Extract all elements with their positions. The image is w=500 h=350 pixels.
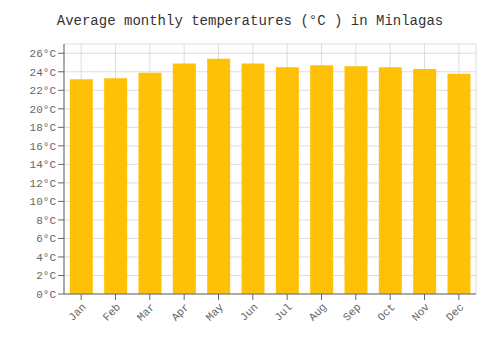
svg-text:0°C: 0°C (36, 289, 56, 301)
svg-text:2°C: 2°C (36, 270, 56, 282)
svg-text:24°C: 24°C (30, 67, 57, 79)
svg-text:12°C: 12°C (30, 178, 57, 190)
svg-text:Dec: Dec (444, 301, 466, 323)
svg-text:10°C: 10°C (30, 196, 57, 208)
svg-text:8°C: 8°C (36, 215, 56, 227)
svg-text:20°C: 20°C (30, 104, 57, 116)
svg-text:6°C: 6°C (36, 233, 56, 245)
svg-text:Jan: Jan (66, 301, 88, 323)
svg-text:Oct: Oct (375, 301, 397, 323)
svg-text:26°C: 26°C (30, 48, 57, 60)
svg-text:Aug: Aug (307, 301, 329, 323)
svg-text:Sep: Sep (341, 301, 363, 323)
svg-text:14°C: 14°C (30, 159, 57, 171)
svg-text:May: May (204, 301, 227, 324)
svg-text:Mar: Mar (135, 301, 157, 323)
svg-text:22°C: 22°C (30, 85, 57, 97)
svg-text:4°C: 4°C (36, 252, 56, 264)
svg-text:Nov: Nov (410, 301, 433, 324)
svg-text:Jul: Jul (272, 301, 294, 323)
svg-text:18°C: 18°C (30, 122, 57, 134)
svg-text:Jun: Jun (238, 301, 260, 323)
html-text:Average monthly temperatures (: Average monthly temperatures (°C ) in Mi… (56, 13, 444, 29)
svg-text:Apr: Apr (169, 301, 191, 323)
svg-text:Feb: Feb (101, 301, 123, 323)
svg-text:16°C: 16°C (30, 141, 57, 153)
